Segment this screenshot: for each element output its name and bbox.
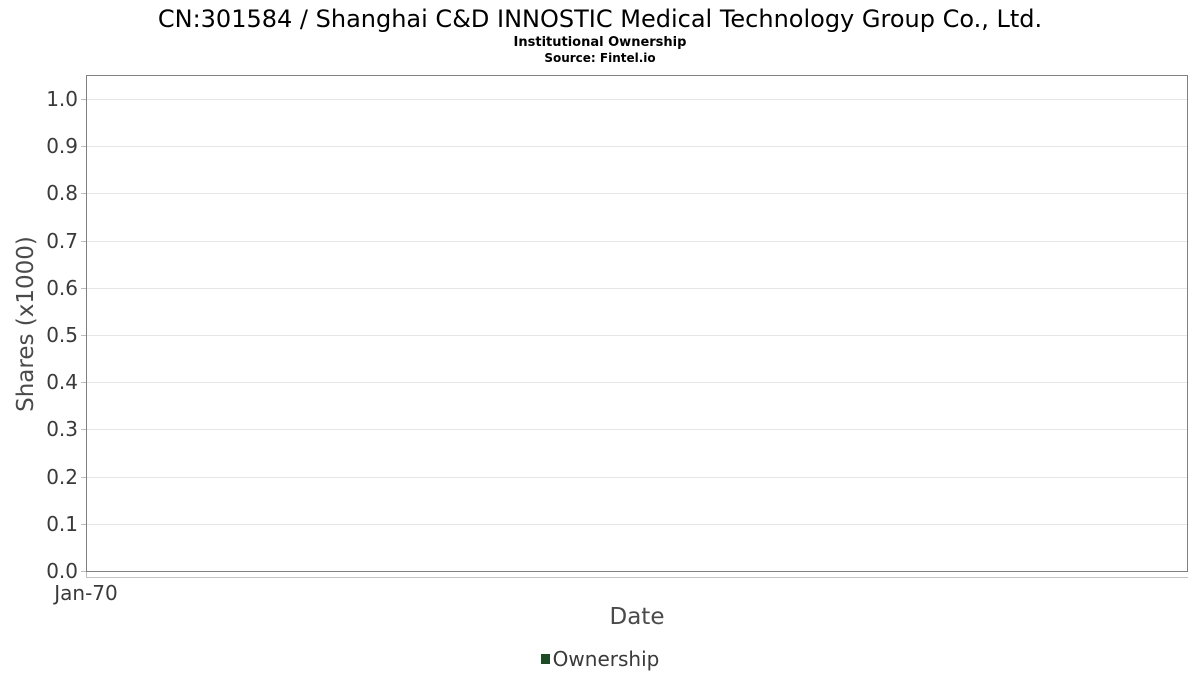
legend-label: Ownership bbox=[552, 647, 660, 671]
legend-marker-icon bbox=[540, 654, 550, 664]
y-gridline bbox=[87, 382, 1187, 383]
y-gridline bbox=[87, 429, 1187, 430]
y-tick-label: 0.7 bbox=[46, 229, 78, 253]
y-tick-mark bbox=[81, 335, 86, 336]
x-axis-title: Date bbox=[609, 604, 665, 630]
chart-source: Source: Fintel.io bbox=[544, 51, 656, 65]
y-gridline bbox=[87, 477, 1187, 478]
y-tick-label: 0.1 bbox=[46, 512, 78, 536]
y-tick-label: 0.5 bbox=[46, 323, 78, 347]
y-gridline bbox=[87, 524, 1187, 525]
y-tick-label: 0.8 bbox=[46, 181, 78, 205]
y-tick-mark bbox=[81, 288, 86, 289]
x-axis-line bbox=[86, 577, 1188, 578]
y-tick-label: 0.3 bbox=[46, 417, 78, 441]
y-tick-mark bbox=[81, 429, 86, 430]
x-tick-mark bbox=[86, 572, 87, 577]
y-gridline bbox=[87, 99, 1187, 100]
y-gridline bbox=[87, 288, 1187, 289]
y-tick-label: 1.0 bbox=[46, 87, 78, 111]
y-tick-label: 0.9 bbox=[46, 134, 78, 158]
legend: Ownership bbox=[0, 645, 1200, 673]
y-tick-mark bbox=[81, 241, 86, 242]
legend-item[interactable]: Ownership bbox=[540, 646, 660, 672]
y-tick-mark bbox=[81, 571, 86, 572]
y-tick-mark bbox=[81, 99, 86, 100]
y-tick-label: 0.0 bbox=[46, 559, 78, 583]
y-tick-mark bbox=[81, 382, 86, 383]
y-tick-mark bbox=[81, 477, 86, 478]
y-tick-mark bbox=[81, 146, 86, 147]
chart-subtitle: Institutional Ownership bbox=[513, 35, 687, 50]
y-gridline bbox=[87, 193, 1187, 194]
y-tick-label: 0.4 bbox=[46, 370, 78, 394]
y-tick-label: 0.6 bbox=[46, 276, 78, 300]
y-gridline bbox=[87, 335, 1187, 336]
y-tick-mark bbox=[81, 193, 86, 194]
chart-title: CN:301584 / Shanghai C&D INNOSTIC Medica… bbox=[157, 5, 1043, 33]
y-gridline bbox=[87, 146, 1187, 147]
plot-area bbox=[86, 75, 1188, 572]
x-tick-label: Jan-70 bbox=[54, 581, 118, 605]
y-tick-mark bbox=[81, 524, 86, 525]
y-gridline bbox=[87, 241, 1187, 242]
y-tick-label: 0.2 bbox=[46, 465, 78, 489]
